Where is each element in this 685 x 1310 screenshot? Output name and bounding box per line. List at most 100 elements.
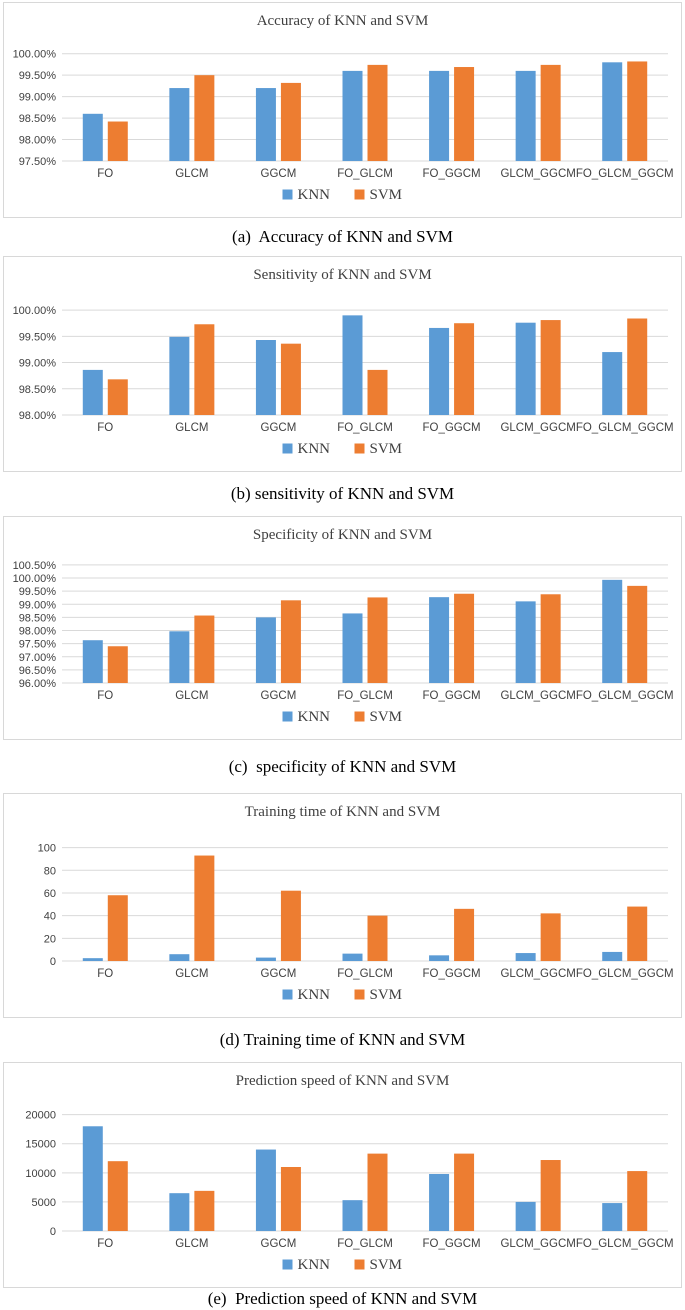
x-category-label: GGCM [261, 1238, 297, 1250]
x-category-label: FO [97, 168, 113, 180]
bar-svm-GLCM [194, 75, 215, 161]
chart-title: Prediction speed of KNN and SVM [236, 1073, 450, 1089]
chart-panel-training-time: Training time of KNN and SVM 0 20 40 60 80 100… [3, 793, 682, 1018]
bar-knn-FO_GGCM [429, 327, 450, 415]
y-tick-label: 99.50% [19, 70, 57, 82]
bar-svm-FO_GGCM [454, 1153, 475, 1231]
x-category-label: GGCM [261, 168, 297, 180]
training-time-chart: Training time of KNN and SVM 0 20 40 60 80 100… [38, 804, 674, 1003]
chart-panel-accuracy: Accuracy of KNN and SVM 97.50% 98.00% 98.50… [3, 2, 682, 218]
y-tick-label: 80 [44, 865, 56, 877]
x-category-label: GGCM [261, 968, 297, 980]
legend-swatch-svm [354, 989, 365, 1000]
x-category-label: FO_GGCM [423, 1238, 481, 1250]
x-category-label: FO [97, 422, 113, 434]
prediction-speed-chart: Prediction speed of KNN and SVM 0 5000 1000… [25, 1073, 674, 1273]
x-category-label: FO_GLCM [337, 168, 393, 180]
y-tick-label: 96.50% [19, 665, 57, 677]
caption-prediction-speed: (e) Prediction speed of KNN and SVM [207, 1289, 478, 1308]
y-tick-label: 20 [44, 933, 56, 945]
bar-knn-GGCM [255, 957, 276, 961]
y-tick-label: 100.00% [13, 305, 57, 317]
bar-svm-FO_GLCM [367, 915, 388, 961]
legend-swatch-knn [282, 1259, 293, 1270]
legend-label-svm: SVM [370, 441, 403, 457]
legend-swatch-knn [282, 189, 293, 200]
x-category-label: FO_GLCM_GGCM [576, 422, 674, 434]
x-category-label: GLCM_GGCM [500, 690, 575, 702]
bar-svm-GLCM [194, 324, 215, 415]
bar-svm-GLCM_GGCM [540, 1160, 561, 1231]
x-category-label: GLCM [175, 1238, 208, 1250]
bar-svm-FO_GLCM_GGCM [627, 1171, 648, 1231]
bar-svm-GLCM_GGCM [540, 913, 561, 961]
x-category-label: FO_GGCM [423, 422, 481, 434]
bar-svm-GGCM [280, 600, 301, 683]
x-category-label: GLCM_GGCM [500, 422, 575, 434]
x-category-label: FO_GGCM [423, 168, 481, 180]
bar-svm-FO [107, 379, 128, 415]
x-category-label: FO_GLCM [337, 1238, 393, 1250]
x-category-label: GGCM [261, 690, 297, 702]
legend-swatch-knn [282, 989, 293, 1000]
x-category-label: GLCM_GGCM [500, 968, 575, 980]
legend-label-svm: SVM [370, 1257, 403, 1273]
y-tick-label: 97.50% [19, 639, 57, 651]
bar-knn-GLCM [169, 88, 190, 161]
y-tick-label: 97.00% [19, 652, 57, 664]
legend-swatch-knn [282, 711, 293, 722]
bar-knn-FO_GLCM_GGCM [602, 1203, 623, 1231]
x-category-label: FO [97, 690, 113, 702]
y-tick-label: 0 [50, 1226, 56, 1238]
bar-knn-FO_GLCM_GGCM [602, 62, 623, 161]
y-tick-label: 98.50% [19, 612, 57, 624]
bar-knn-GGCM [255, 1149, 276, 1231]
legend-swatch-svm [354, 443, 365, 454]
sensitivity-chart: Sensitivity of KNN and SVM 98.00% 98.50% 99… [13, 267, 674, 457]
bar-knn-GLCM [169, 1193, 190, 1231]
legend-label-svm: SVM [370, 709, 403, 725]
bar-knn-FO [82, 1126, 103, 1231]
chart-panel-specificity: Specificity of KNN and SVM 96.00% 96.50% 97… [3, 516, 682, 740]
chart-title: Training time of KNN and SVM [245, 804, 441, 820]
caption-specificity: (c) specificity of KNN and SVM [228, 756, 457, 776]
bar-knn-GLCM_GGCM [515, 601, 536, 683]
y-tick-label: 98.50% [19, 384, 57, 396]
bar-svm-FO_GLCM [367, 597, 388, 683]
y-tick-label: 98.00% [19, 135, 57, 147]
bar-knn-GLCM [169, 336, 190, 415]
legend-label-knn: KNN [298, 441, 331, 457]
y-tick-label: 98.00% [19, 410, 57, 422]
caption-accuracy: (a) Accuracy of KNN and SVM [232, 227, 453, 246]
x-category-label: FO_GLCM_GGCM [576, 1238, 674, 1250]
x-category-label: FO_GGCM [423, 690, 481, 702]
bar-knn-FO_GLCM_GGCM [602, 579, 623, 683]
bar-knn-FO_GGCM [429, 955, 450, 961]
bar-svm-GLCM_GGCM [540, 594, 561, 683]
y-tick-label: 20000 [25, 1110, 56, 1122]
bar-knn-GGCM [255, 88, 276, 161]
x-category-label: FO_GLCM_GGCM [576, 168, 674, 180]
y-tick-label: 100.00% [13, 573, 57, 585]
bar-svm-FO_GLCM_GGCM [627, 61, 648, 161]
bar-svm-GLCM [194, 615, 215, 683]
y-tick-label: 96.00% [19, 678, 57, 690]
chart-title: Accuracy of KNN and SVM [257, 13, 429, 29]
y-tick-label: 99.00% [19, 599, 57, 611]
y-tick-label: 60 [44, 888, 56, 900]
bar-svm-GLCM [194, 855, 215, 961]
x-category-label: FO_GLCM [337, 968, 393, 980]
bar-svm-FO_GLCM_GGCM [627, 318, 648, 415]
y-tick-label: 10000 [25, 1168, 56, 1180]
legend-swatch-svm [354, 711, 365, 722]
x-category-label: GLCM [175, 422, 208, 434]
bar-knn-GLCM_GGCM [515, 953, 536, 961]
bar-knn-FO_GLCM_GGCM [602, 951, 623, 961]
y-tick-label: 5000 [32, 1197, 56, 1209]
y-tick-label: 15000 [25, 1139, 56, 1151]
bar-svm-FO_GGCM [454, 593, 475, 683]
bar-svm-FO_GGCM [454, 67, 475, 161]
bar-svm-FO_GGCM [454, 323, 475, 415]
chart-panel-prediction-speed: Prediction speed of KNN and SVM 0 5000 1000… [3, 1062, 682, 1288]
bar-svm-GGCM [280, 1167, 301, 1231]
